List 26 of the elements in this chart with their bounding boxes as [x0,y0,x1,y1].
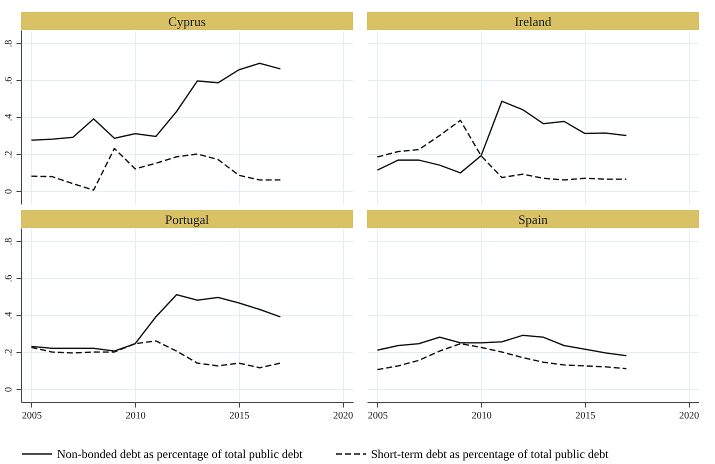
x-tick-label: 2005 [368,410,388,422]
x-tick-label: 2020 [333,410,354,422]
y-tick-label: .2 [4,348,14,356]
chart-title: Spain [518,212,548,227]
y-tick-label: .6 [4,274,14,282]
y-tick-label: .4 [4,312,14,320]
y-tick-label: .6 [4,76,14,84]
y-tick-label: 0 [4,189,14,194]
legend-label: Short-term debt as percentage of total public debt [371,447,610,461]
line-series [30,148,282,191]
x-tick-label: 2015 [229,410,250,422]
y-tick-label: 0 [4,387,14,392]
x-tick-label: 2010 [472,410,492,422]
chart-title: Portugal [164,212,210,227]
chart-title: Ireland [514,14,552,29]
x-tick-label: 2020 [679,410,700,422]
x-tick-label: 2015 [575,410,596,422]
x-tick-label: 2010 [126,410,146,422]
chart-title: Cyprus [168,14,206,29]
x-tick-label: 2005 [22,410,42,422]
legend-label: Non-bonded debt as percentage of total public debt [57,447,304,461]
y-tick-label: .8 [4,40,14,48]
y-tick-label: .8 [4,238,14,246]
line-series [30,62,282,141]
y-tick-label: .2 [4,150,14,158]
y-tick-label: .4 [4,114,14,122]
